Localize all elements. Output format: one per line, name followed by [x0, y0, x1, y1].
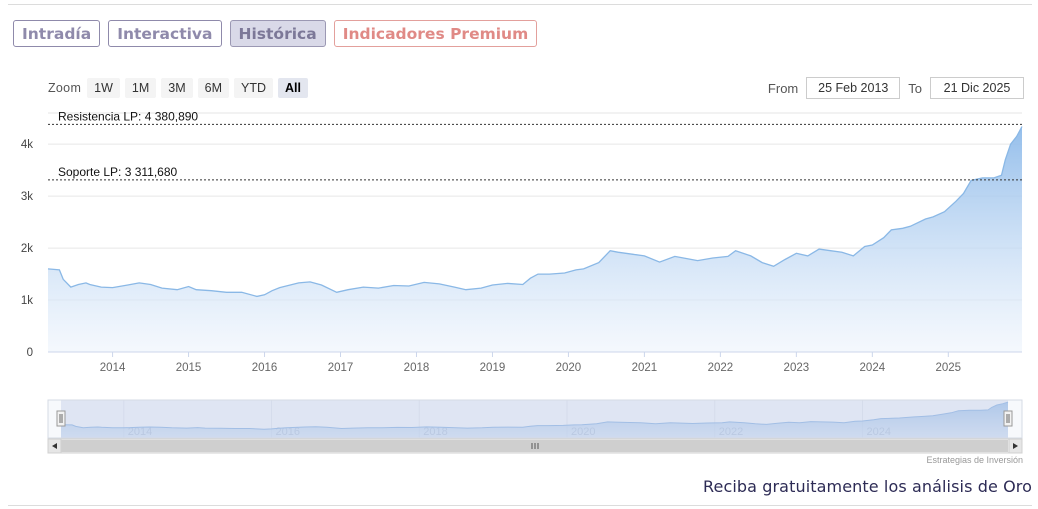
- x-tick-label: 2015: [176, 362, 202, 374]
- zoom-1w-button[interactable]: 1W: [87, 78, 120, 98]
- top-divider: [8, 4, 1032, 5]
- zoom-6m-button[interactable]: 6M: [197, 78, 230, 98]
- date-range: From To: [760, 77, 1024, 99]
- scroll-right-arrow-icon: [1013, 443, 1018, 449]
- price-area: [48, 126, 1022, 352]
- zoom-label: Zoom: [48, 81, 82, 95]
- scroll-left-arrow-icon: [52, 443, 57, 449]
- tab-historica[interactable]: Histórica: [229, 20, 326, 47]
- chart-tabs: Intradía Interactiva Histórica Indicador…: [13, 20, 538, 47]
- to-date-input[interactable]: [930, 77, 1024, 99]
- chart-credits[interactable]: Estrategias de Inversión: [926, 455, 1023, 465]
- x-tick-label: 2024: [860, 362, 886, 374]
- tab-intradia[interactable]: Intradía: [13, 20, 101, 47]
- level-label: Resistencia LP: 4 380,890: [58, 109, 198, 123]
- y-tick-label: 2k: [21, 243, 33, 255]
- tab-interactiva[interactable]: Interactiva: [108, 20, 222, 47]
- x-tick-label: 2014: [100, 362, 126, 374]
- level-label: Soporte LP: 3 311,680: [58, 165, 178, 179]
- tab-indicadores-premium[interactable]: Indicadores Premium: [333, 20, 538, 47]
- x-tick-label: 2018: [404, 362, 430, 374]
- zoom-ytd-button[interactable]: YTD: [234, 78, 274, 98]
- x-tick-label: 2016: [252, 362, 278, 374]
- x-tick-label: 2020: [556, 362, 582, 374]
- navigator-selection-mask: [61, 400, 1008, 438]
- zoom-all-button[interactable]: All: [278, 78, 309, 98]
- price-line: [47, 126, 1023, 298]
- zoom-selector: Zoom 1W 1M 3M 6M YTD All: [48, 78, 313, 98]
- x-tick-label: 2023: [784, 362, 810, 374]
- navigator-right-handle[interactable]: [1003, 410, 1013, 427]
- y-tick-label: 4k: [21, 139, 33, 151]
- navigator-outline: [47, 399, 1023, 439]
- x-tick-label: 2025: [936, 362, 962, 374]
- to-label: To: [908, 80, 922, 96]
- zoom-3m-button[interactable]: 3M: [161, 78, 193, 98]
- y-tick-label: 1k: [21, 295, 33, 307]
- bottom-divider: [8, 505, 1032, 506]
- x-tick-label: 2019: [480, 362, 506, 374]
- y-tick-label: 3k: [21, 191, 33, 203]
- x-tick-label: 2017: [328, 362, 354, 374]
- x-tick-label: 2021: [632, 362, 658, 374]
- promo-link[interactable]: Reciba gratuitamente los análisis de Oro: [703, 477, 1032, 496]
- from-date-input[interactable]: [806, 77, 901, 99]
- y-tick-label: 0: [27, 347, 33, 359]
- navigator[interactable]: 201420162018202020222024: [47, 399, 1023, 454]
- from-label: From: [767, 80, 799, 96]
- navigator-left-handle[interactable]: [56, 410, 66, 427]
- x-tick-label: 2022: [708, 362, 734, 374]
- zoom-1m-button[interactable]: 1M: [124, 78, 157, 98]
